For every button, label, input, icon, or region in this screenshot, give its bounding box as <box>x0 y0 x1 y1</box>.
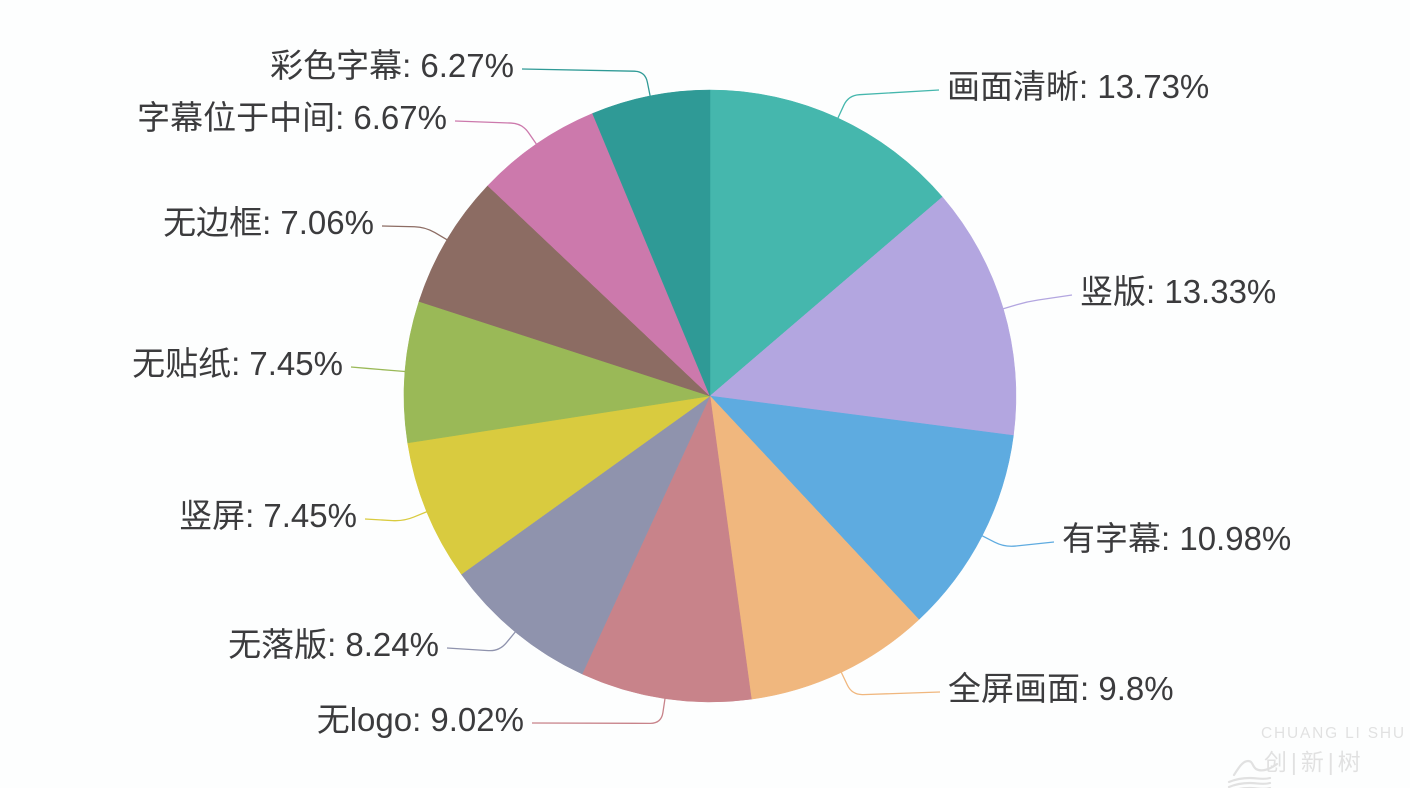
svg-text:无落版: 8.24%: 无落版: 8.24% <box>228 626 439 663</box>
svg-text:无边框: 7.06%: 无边框: 7.06% <box>163 204 374 241</box>
svg-text:创 | 新 | 树: 创 | 新 | 树 <box>1264 749 1362 775</box>
svg-text:字幕位于中间: 6.67%: 字幕位于中间: 6.67% <box>137 99 447 136</box>
svg-text:CHUANG LI SHU: CHUANG LI SHU <box>1261 725 1406 742</box>
svg-text:竖版: 13.33%: 竖版: 13.33% <box>1080 273 1276 310</box>
svg-text:竖屏: 7.45%: 竖屏: 7.45% <box>179 497 357 534</box>
svg-text:全屏画面: 9.8%: 全屏画面: 9.8% <box>948 670 1174 707</box>
svg-text:无logo: 9.02%: 无logo: 9.02% <box>317 701 524 738</box>
svg-text:画面清晰: 13.73%: 画面清晰: 13.73% <box>947 68 1209 105</box>
svg-text:有字幕: 10.98%: 有字幕: 10.98% <box>1062 520 1291 557</box>
svg-text:无贴纸: 7.45%: 无贴纸: 7.45% <box>132 345 343 382</box>
svg-text:彩色字幕: 6.27%: 彩色字幕: 6.27% <box>270 47 514 84</box>
